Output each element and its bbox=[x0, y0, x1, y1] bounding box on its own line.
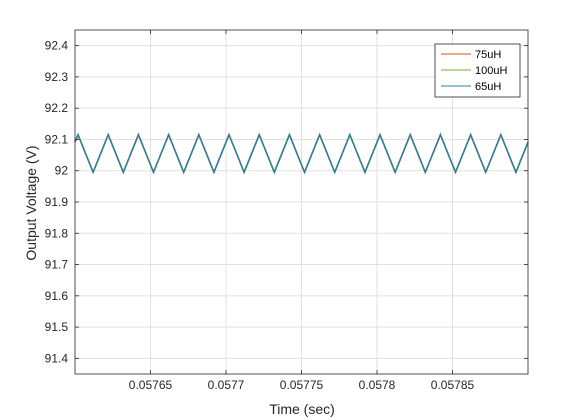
y-tick-label: 92.1 bbox=[45, 132, 69, 146]
y-tick-label: 91.6 bbox=[45, 289, 69, 303]
legend-label-75uh: 75uH bbox=[475, 49, 501, 61]
x-tick-label: 0.0578 bbox=[359, 378, 396, 392]
y-tick-label: 91.4 bbox=[45, 351, 69, 365]
y-tick-label: 92.4 bbox=[45, 39, 69, 53]
series-line-65uh bbox=[74, 132, 529, 175]
legend-label-100uh: 100uH bbox=[475, 65, 507, 77]
x-tick-label: 0.0577 bbox=[208, 378, 245, 392]
y-tick-label: 91.9 bbox=[45, 195, 69, 209]
y-tick-label: 92.2 bbox=[45, 101, 69, 115]
x-tick-label: 0.05765 bbox=[129, 378, 173, 392]
legend-label-65uh: 65uH bbox=[475, 81, 501, 93]
y-tick-label: 91.7 bbox=[45, 258, 69, 272]
y-tick-label: 92.3 bbox=[45, 70, 69, 84]
legend: 75uH 100uH 65uH bbox=[434, 43, 521, 98]
x-axis-label: Time (sec) bbox=[269, 401, 335, 417]
y-tick-label: 92 bbox=[55, 164, 69, 178]
x-tick-label: 0.05785 bbox=[431, 378, 475, 392]
x-tick-label: 0.05775 bbox=[280, 378, 324, 392]
y-tick-label: 91.8 bbox=[45, 226, 69, 240]
y-axis-label: Output Voltage (V) bbox=[23, 145, 39, 260]
y-tick-label: 91.5 bbox=[45, 320, 69, 334]
